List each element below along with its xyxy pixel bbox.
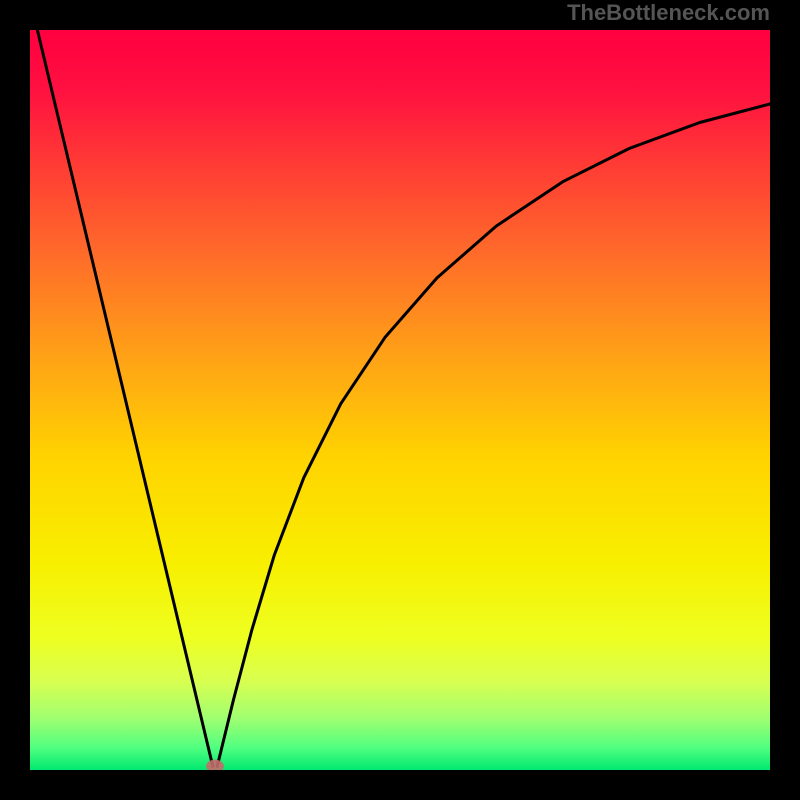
gradient-background bbox=[30, 30, 770, 770]
plot-area bbox=[30, 30, 770, 770]
plot-svg bbox=[30, 30, 770, 770]
watermark-label: TheBottleneck.com bbox=[567, 0, 770, 26]
